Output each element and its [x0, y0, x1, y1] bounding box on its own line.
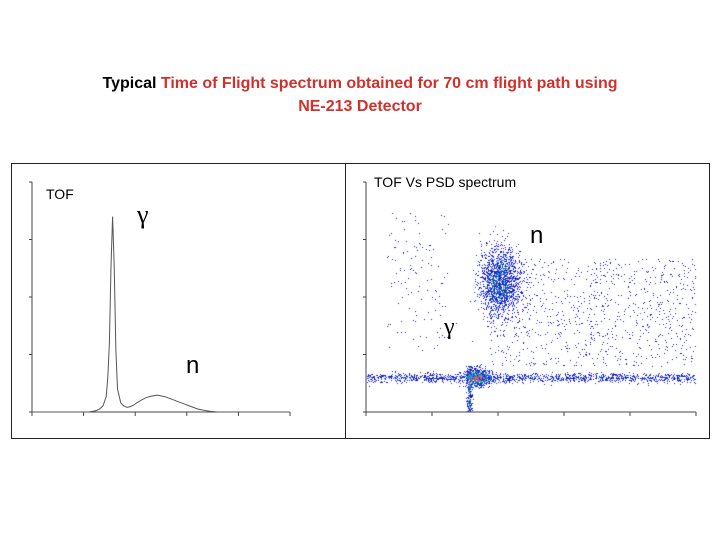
tof-spectrum-chart — [29, 181, 291, 416]
tof-spectrum-panel: TOF γ n — [11, 163, 346, 439]
tof-neutron-label: n — [186, 352, 200, 379]
tof-axes — [29, 181, 291, 416]
psd-chart-title: TOF Vs PSD spectrum — [374, 174, 517, 190]
tof-psd-panel: TOF Vs PSD spectrum n γ — [345, 163, 710, 439]
tof-psd-scatter — [346, 164, 709, 438]
tof-chart-title: TOF — [46, 186, 74, 202]
psd-neutron-label: n — [530, 222, 544, 249]
tof-curve-line — [32, 216, 290, 413]
title-line2: NE-213 Detector — [298, 98, 422, 115]
tof-gamma-label: γ — [137, 200, 149, 229]
psd-axes — [363, 181, 697, 416]
title-part1: Typical — [102, 75, 161, 92]
slide-title: Typical Time of Flight spectrum obtained… — [40, 72, 680, 118]
tof-psd-axes-layer — [363, 181, 697, 416]
psd-gamma-label: γ — [444, 314, 455, 340]
title-part2: Time of Flight spectrum obtained for 70 … — [160, 75, 618, 92]
